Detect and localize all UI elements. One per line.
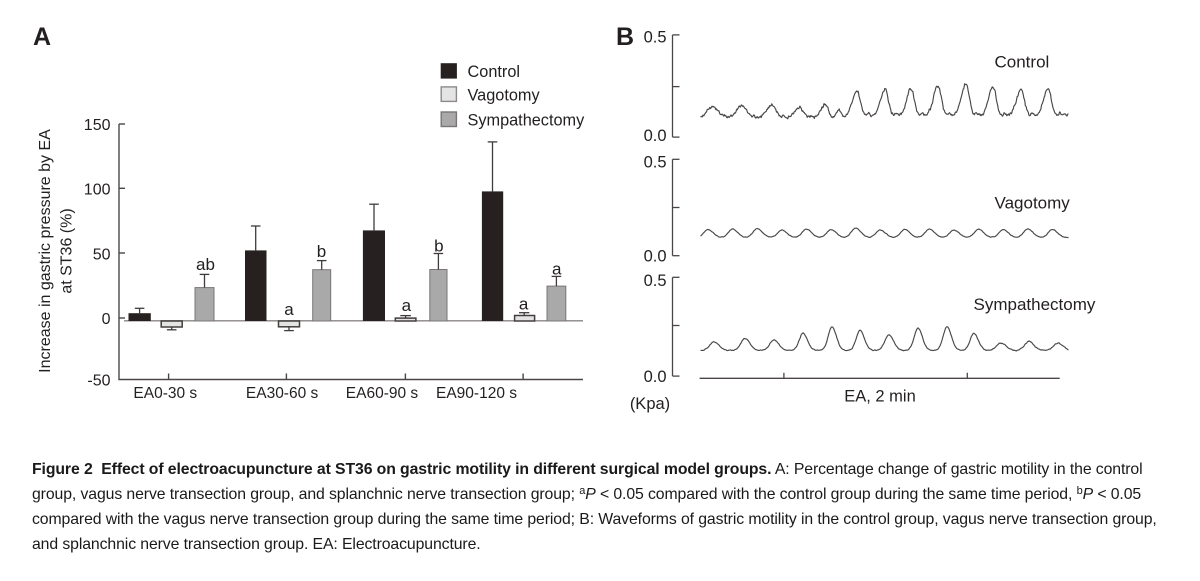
- svg-text:150: 150: [84, 117, 111, 134]
- svg-text:A: A: [33, 23, 51, 51]
- svg-text:Vagotomy: Vagotomy: [468, 87, 541, 105]
- svg-text:EA90-120 s: EA90-120 s: [436, 385, 517, 402]
- svg-text:EA30-60 s: EA30-60 s: [246, 385, 319, 402]
- svg-text:ab: ab: [196, 255, 215, 274]
- svg-text:a: a: [284, 300, 294, 319]
- svg-text:0.0: 0.0: [644, 127, 667, 145]
- svg-text:at ST36 (%): at ST36 (%): [59, 208, 76, 293]
- svg-text:B: B: [616, 23, 634, 51]
- svg-text:100: 100: [84, 181, 111, 198]
- svg-text:0.5: 0.5: [644, 272, 667, 290]
- svg-text:Control: Control: [468, 63, 521, 81]
- svg-text:0.0: 0.0: [644, 248, 667, 266]
- svg-text:a: a: [519, 294, 529, 313]
- svg-text:EA0-30 s: EA0-30 s: [133, 385, 197, 402]
- svg-text:Sympathectomy: Sympathectomy: [974, 295, 1096, 314]
- svg-text:EA60-90 s: EA60-90 s: [346, 385, 419, 402]
- svg-text:0: 0: [102, 311, 111, 328]
- svg-text:a: a: [402, 296, 412, 315]
- svg-text:Sympathectomy: Sympathectomy: [468, 112, 586, 130]
- svg-text:50: 50: [93, 247, 111, 264]
- svg-text:EA, 2 min: EA, 2 min: [844, 388, 916, 406]
- svg-text:a: a: [552, 260, 562, 279]
- svg-text:Vagotomy: Vagotomy: [995, 194, 1071, 213]
- svg-text:0.0: 0.0: [644, 368, 667, 386]
- svg-text:(Kpa): (Kpa): [630, 395, 670, 413]
- svg-text:0.5: 0.5: [644, 154, 667, 172]
- svg-text:b: b: [317, 242, 326, 261]
- svg-text:Increase in gastric pressure b: Increase in gastric pressure by EA: [37, 129, 54, 373]
- svg-text:Control: Control: [995, 53, 1050, 72]
- svg-text:0.5: 0.5: [644, 28, 667, 46]
- svg-text:-50: -50: [87, 373, 110, 390]
- svg-text:b: b: [434, 236, 443, 255]
